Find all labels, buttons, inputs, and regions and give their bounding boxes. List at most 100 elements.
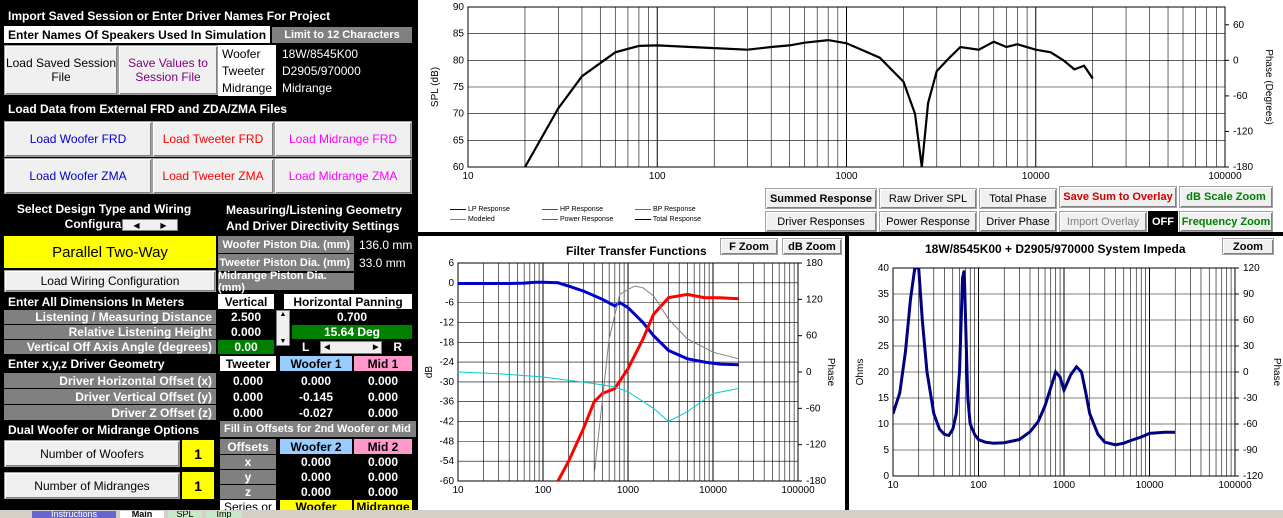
vertical-scrollbar[interactable]: ▲ ▼ [276, 310, 290, 346]
load-woofer-frd-button[interactable]: Load Woofer FRD [4, 121, 152, 157]
summed-response-button[interactable]: Summed Response [765, 188, 877, 209]
save-sum-overlay-button[interactable]: Save Sum to Overlay [1059, 186, 1177, 208]
x-tick-label: 100000 [781, 485, 815, 496]
import-overlay-button[interactable]: Import Overlay [1059, 211, 1147, 232]
pan-left-icon[interactable]: ◀ [324, 344, 330, 351]
sheet-tab-imp[interactable]: Imp [206, 511, 242, 518]
series-line-2 [458, 371, 739, 423]
woofer-name-field[interactable]: 18W/8545K00 [278, 45, 412, 62]
y2-tick-label: -120 [806, 440, 826, 451]
second-x-woofer[interactable]: 0.000 [280, 455, 352, 469]
second-y-mid[interactable]: 0.000 [354, 470, 412, 484]
y2-tick-label: -30 [1243, 393, 1258, 404]
offset-y-woofer[interactable]: -0.145 [280, 389, 352, 404]
y2-tick-label: -180 [806, 476, 826, 487]
y2-tick-label: 0 [1243, 367, 1249, 378]
y2-tick-label: -120 [1233, 126, 1253, 137]
x-tick-label: 10 [452, 485, 464, 496]
chart-legend: LP Response HP Response BP Response Mode… [450, 206, 760, 230]
offset-x-tweeter[interactable]: 0.000 [220, 373, 276, 388]
offset-x-mid[interactable]: 0.000 [354, 373, 412, 388]
spin-left-icon[interactable]: ◀ [133, 220, 140, 230]
design-type-spinner[interactable]: ◀ ▶ [122, 219, 178, 231]
vertical-header: Vertical [218, 294, 274, 309]
measuring-header: Measuring/Listening Geometry And Driver … [220, 202, 416, 234]
listening-distance-label: Listening / Measuring Distance [4, 310, 216, 324]
impedance-chart: 10 100 1000 10000 100000 0 5 10 15 20 25 30 35 40 -120… [855, 263, 1282, 491]
limit-badge: Limit to 12 Characters [272, 27, 412, 43]
sheet-tab-instructions[interactable]: Instructions [32, 511, 116, 518]
tweeter-piston-label: Tweeter Piston Dia. (mm) [218, 254, 354, 271]
load-saved-session-button[interactable]: Load Saved Session File [4, 45, 118, 95]
x-tick-label: 1000 [617, 485, 640, 496]
second-y-woofer[interactable]: 0.000 [280, 470, 352, 484]
y2-tick-label: 120 [806, 294, 823, 305]
number-of-midranges-value[interactable]: 1 [182, 472, 214, 499]
y-tick-label: 80 [453, 55, 465, 66]
series-line-0 [458, 280, 739, 367]
raw-driver-spl-button[interactable]: Raw Driver SPL [879, 188, 977, 209]
load-woofer-zma-button[interactable]: Load Woofer ZMA [4, 158, 152, 194]
spin-right-icon[interactable]: ▶ [160, 220, 167, 230]
load-tweeter-zma-button[interactable]: Load Tweeter ZMA [152, 158, 274, 194]
y2-tick-label: 90 [1243, 289, 1255, 300]
offset-z-woofer[interactable]: -0.027 [280, 405, 352, 420]
import-header: Import Saved Session or Enter Driver Nam… [4, 7, 416, 25]
tweeter-name-field[interactable]: D2905/970000 [278, 62, 412, 79]
y-tick-label: -42 [440, 417, 455, 428]
load-tweeter-frd-button[interactable]: Load Tweeter FRD [152, 121, 274, 157]
db-zoom-button[interactable]: dB Zoom [782, 238, 842, 255]
vertical-angle-value[interactable]: 0.00 [218, 340, 274, 354]
horizontal-deg-value: 15.64 Deg [292, 325, 412, 339]
sheet-tab-bar [0, 510, 1283, 518]
y-tick-label: 15 [878, 393, 890, 404]
offset-z-mid[interactable]: 0.000 [354, 405, 412, 420]
tweeter-piston-value[interactable]: 33.0 mm [355, 254, 415, 271]
offset-x-woofer[interactable]: 0.000 [280, 373, 352, 388]
impedance-zoom-button[interactable]: Zoom [1222, 238, 1274, 255]
driver-responses-button[interactable]: Driver Responses [765, 211, 877, 232]
frequency-zoom-button[interactable]: Frequency Zoom [1179, 211, 1273, 232]
listening-height-value[interactable]: 0.000 [218, 325, 274, 339]
col-tweeter: Tweeter [220, 356, 276, 371]
second-x-mid[interactable]: 0.000 [354, 455, 412, 469]
axis-x-label: x [220, 455, 276, 469]
axis-z-label: z [220, 485, 276, 499]
load-midrange-frd-button[interactable]: Load Midrange FRD [274, 121, 412, 157]
save-session-button[interactable]: Save Values to Session File [118, 45, 218, 95]
design-type-value[interactable]: Parallel Two-Way [4, 236, 216, 268]
y2-tick-label: -60 [1243, 419, 1258, 430]
second-z-woofer[interactable]: 0.000 [280, 485, 352, 499]
y2-tick-label: -180 [1233, 162, 1253, 173]
woofer-piston-value[interactable]: 136.0 mm [355, 236, 415, 253]
number-of-woofers-value[interactable]: 1 [182, 440, 214, 467]
total-phase-button[interactable]: Total Phase [979, 188, 1057, 209]
series-line-0 [524, 38, 1094, 167]
offset-y-tweeter[interactable]: 0.000 [220, 389, 276, 404]
pan-right-icon[interactable]: ▶ [372, 344, 379, 351]
load-wiring-button[interactable]: Load Wiring Configuration [4, 270, 216, 292]
power-response-button[interactable]: Power Response [879, 211, 977, 232]
offset-y-mid[interactable]: 0.000 [354, 389, 412, 404]
load-midrange-zma-button[interactable]: Load Midrange ZMA [274, 158, 412, 194]
scroll-up-icon[interactable]: ▲ [279, 311, 287, 318]
midrange-name-field[interactable]: Midrange [278, 79, 412, 96]
pan-slider[interactable]: ◀ ▶ [320, 340, 383, 354]
db-scale-zoom-button[interactable]: dB Scale Zoom [1179, 186, 1273, 208]
sheet-tab-spl[interactable]: SPL [168, 511, 202, 518]
y2-tick-label: 60 [1243, 315, 1255, 326]
second-z-mid[interactable]: 0.000 [354, 485, 412, 499]
horizontal-value[interactable]: 0.700 [292, 310, 412, 324]
x-tick-label: 100000 [1218, 480, 1252, 491]
series-line-3 [593, 285, 739, 475]
sheet-tab-main[interactable]: Main [120, 511, 164, 518]
enter-names-header: Enter Names Of Speakers Used In Simulati… [4, 26, 270, 43]
y-tick-label: 30 [878, 315, 890, 326]
scroll-down-icon[interactable]: ▼ [279, 338, 287, 345]
y-tick-label: -60 [440, 476, 455, 487]
listening-distance-value[interactable]: 2.500 [218, 310, 274, 324]
driver-phase-button[interactable]: Driver Phase [979, 211, 1057, 232]
number-of-woofers-label: Number of Woofers [4, 440, 180, 467]
offset-z-tweeter[interactable]: 0.000 [220, 405, 276, 420]
f-zoom-button[interactable]: F Zoom [720, 238, 778, 255]
